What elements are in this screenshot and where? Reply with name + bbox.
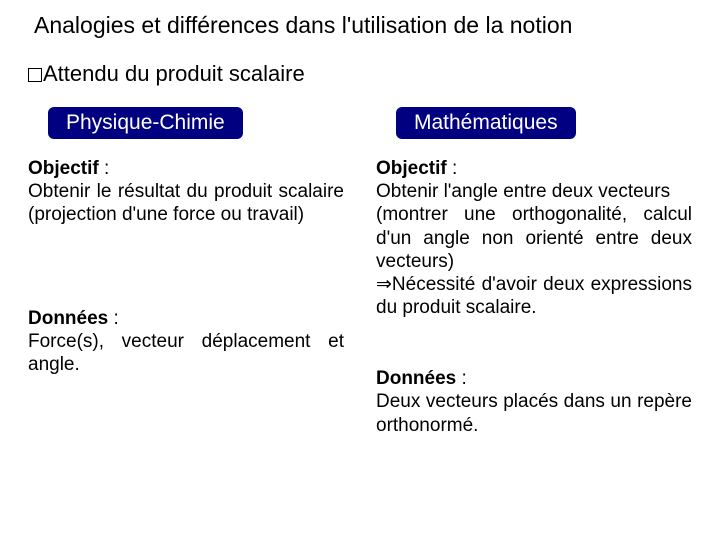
right-objectif-body2: (montrer une orthogonalité, calcul d'un … <box>376 204 692 271</box>
right-donnees-body: Deux vecteurs placés dans un repère orth… <box>376 391 692 435</box>
left-donnees-label: Données <box>28 308 108 329</box>
columns: Physique-Chimie Objectif : Obtenir le ré… <box>28 107 692 437</box>
page-title: Analogies et différences dans l'utilisat… <box>28 12 692 39</box>
left-donnees: Données : Force(s), vecteur déplacement … <box>28 307 344 377</box>
right-objectif: Objectif : Obtenir l'angle entre deux ve… <box>376 157 692 319</box>
subtitle-text: Attendu du produit scalaire <box>43 61 305 86</box>
right-objectif-label: Objectif <box>376 158 447 179</box>
right-donnees: Données : Deux vecteurs placés dans un r… <box>376 367 692 437</box>
bullet-square-icon <box>28 68 42 82</box>
left-donnees-body: Force(s), vecteur déplacement et angle. <box>28 331 344 375</box>
right-column: Mathématiques Objectif : Obtenir l'angle… <box>376 107 692 437</box>
right-objectif-body1: Obtenir l'angle entre deux vecteurs <box>376 181 670 202</box>
arrow-icon: ⇒ <box>376 274 392 295</box>
left-column: Physique-Chimie Objectif : Obtenir le ré… <box>28 107 344 437</box>
left-objectif: Objectif : Obtenir le résultat du produi… <box>28 157 344 227</box>
right-donnees-label: Données <box>376 368 456 389</box>
left-objectif-body: Obtenir le résultat du produit scalaire … <box>28 181 344 225</box>
pill-math: Mathématiques <box>396 107 576 139</box>
pill-physique: Physique-Chimie <box>48 107 243 139</box>
left-objectif-label: Objectif <box>28 158 99 179</box>
subtitle: Attendu du produit scalaire <box>28 61 692 87</box>
right-objectif-body3: Nécessité d'avoir deux expressions du pr… <box>376 274 692 318</box>
